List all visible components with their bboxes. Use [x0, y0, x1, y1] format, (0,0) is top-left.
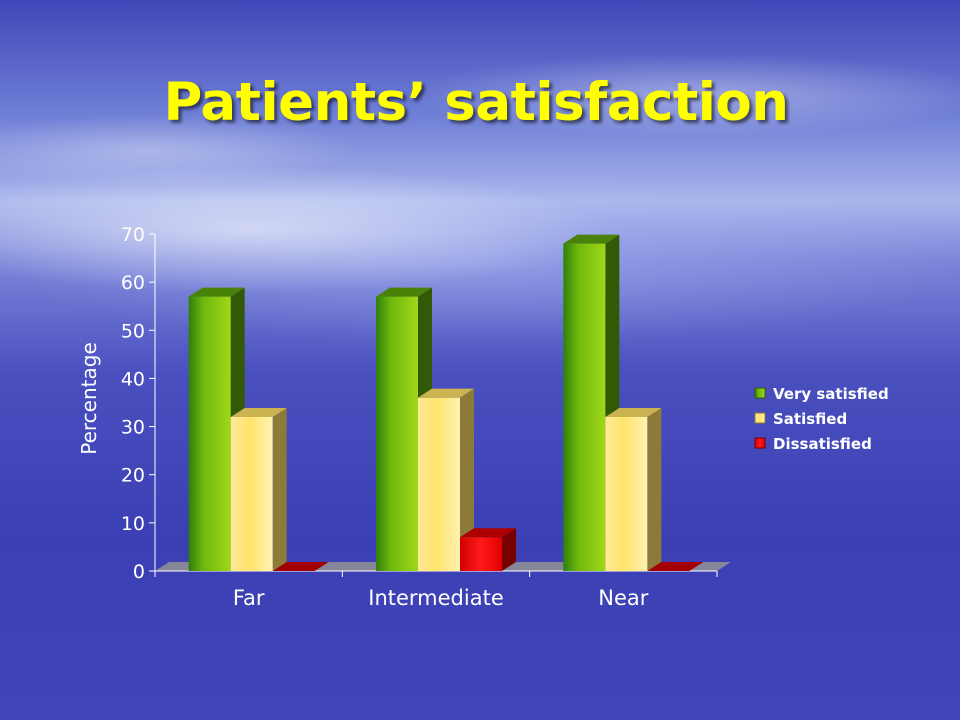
legend-item: Dissatisfied [754, 435, 872, 453]
y-axis-title: Percentage [77, 342, 101, 455]
y-tick-label: 70 [121, 224, 145, 246]
x-tick-label: Far [233, 586, 265, 610]
legend-item: Satisfied [754, 410, 847, 428]
bar [647, 562, 704, 571]
bar [272, 562, 329, 571]
y-tick-label: 20 [121, 465, 145, 487]
legend-swatch [754, 387, 766, 399]
legend-swatch [754, 437, 766, 449]
x-tick-label: Intermediate [368, 586, 504, 610]
y-tick-label: 30 [121, 417, 145, 439]
y-tick-label: 0 [133, 561, 145, 583]
bar [460, 528, 516, 571]
legend-label: Satisfied [773, 410, 847, 428]
y-tick-label: 40 [121, 368, 145, 390]
x-tick-label: Near [598, 586, 648, 610]
legend-item: Very satisfied [754, 385, 889, 403]
legend-label: Very satisfied [773, 385, 889, 403]
y-tick-label: 60 [121, 272, 145, 294]
slide-title: Patients’ satisfaction [163, 72, 789, 133]
legend-label: Dissatisfied [773, 435, 872, 453]
y-tick-label: 50 [121, 320, 145, 342]
bar [605, 407, 662, 571]
bar [418, 388, 474, 571]
y-tick-label: 10 [121, 513, 145, 535]
bar [230, 407, 287, 571]
legend-swatch [754, 412, 766, 424]
